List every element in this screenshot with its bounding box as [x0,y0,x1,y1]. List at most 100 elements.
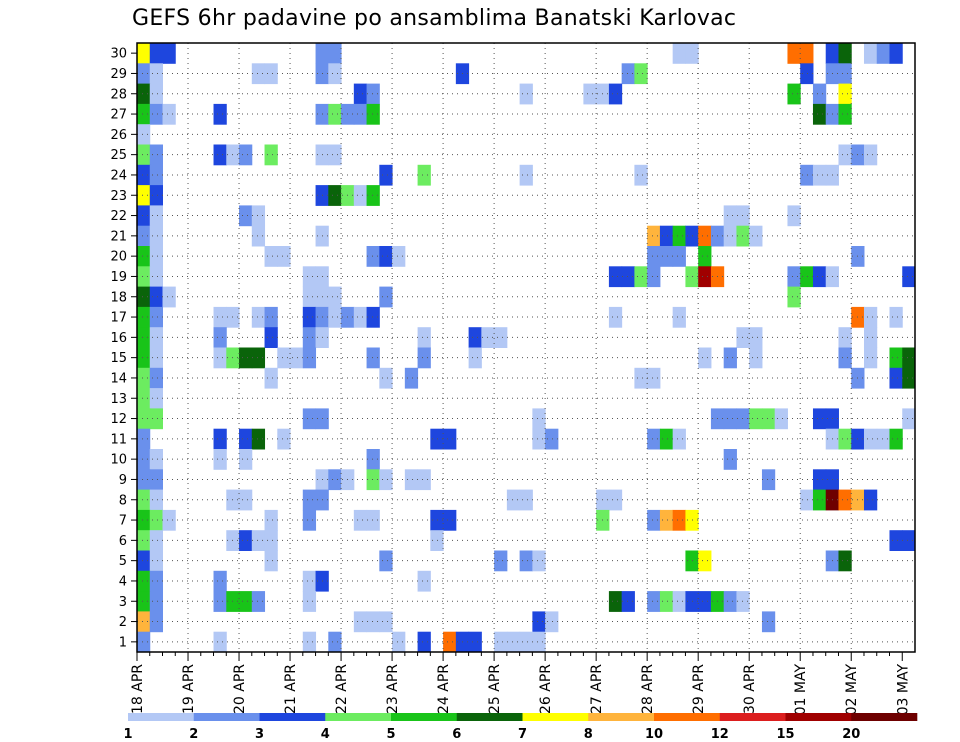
heatmap-cell [774,408,788,430]
heatmap-cell [468,327,482,348]
heatmap-cell [213,327,227,348]
heatmap-cell [838,327,852,348]
heatmap-cell [672,509,686,531]
heatmap-cell [889,530,903,551]
heatmap-cell [239,347,253,369]
heatmap-cell [149,144,163,166]
heatmap-cell [672,591,686,612]
heatmap-cell [149,347,163,369]
heatmap-cell [137,530,151,551]
heatmap-cell [812,408,827,430]
heatmap-cell [137,185,151,206]
heatmap-cell [277,246,291,267]
heatmap-cell [787,83,801,105]
chart-title: GEFS 6hr padavine po ansamblima Banatski… [132,6,737,31]
heatmap-cell [366,449,380,470]
heatmap-cell [698,246,712,267]
heatmap-cell [494,327,508,348]
colorbar-segment [719,713,786,721]
heatmap-cell [366,306,380,328]
heatmap-cell [532,550,546,572]
heatmap-cell [379,286,393,308]
heatmap-cell [353,509,368,531]
heatmap-cell [137,611,151,633]
heatmap-cell [379,611,393,633]
heatmap-cell [685,43,699,64]
heatmap-cell [392,246,406,267]
heatmap-cell [417,631,431,653]
heatmap-cell [902,408,916,430]
heatmap-cell [417,570,431,592]
heatmap-cell [659,509,674,531]
heatmap-cell [392,631,406,653]
heatmap-cell [838,428,852,450]
heatmap-cell [302,591,317,612]
heatmap-cell [506,631,521,653]
heatmap-cell [519,83,533,105]
heatmap-cell [137,388,151,409]
heatmap-cell [838,103,852,125]
heatmap-cell [672,43,686,64]
heatmap-cell [800,63,814,85]
plot-frame [136,42,916,653]
heatmap-cell [239,144,253,166]
heatmap-cell [417,327,431,348]
heatmap-cell [137,367,151,389]
heatmap-cell [749,408,763,430]
heatmap-cell [302,408,317,430]
y-tick-label: 21 [110,229,127,244]
y-tick-label: 2 [119,615,127,630]
x-tick-label: 01 MAY [793,664,809,716]
heatmap-cell [468,631,482,653]
heatmap-cell [264,246,278,267]
heatmap-cell [149,306,163,328]
heatmap-cell [302,347,317,369]
heatmap-cell [838,43,852,64]
heatmap-cell [328,185,342,206]
heatmap-cell [137,246,151,267]
heatmap-cell [137,428,151,450]
y-tick-label: 7 [119,514,127,529]
colorbar-label: 5 [386,727,395,742]
heatmap-cell [404,367,419,389]
heatmap-cell [162,509,176,531]
heatmap-cell [353,103,368,125]
y-tick-label: 3 [119,595,127,610]
heatmap-cell [736,591,750,612]
heatmap-cell [137,570,151,592]
x-tick-label: 03 MAY [895,664,911,716]
colorbar-label: 8 [584,727,593,742]
heatmap-cell [621,591,635,612]
y-tick-label: 29 [110,67,127,82]
colorbar-label: 6 [452,727,461,742]
heatmap-cell [417,164,431,186]
heatmap-cell [162,103,176,125]
heatmap-cell [379,469,393,491]
colorbar-label: 20 [842,727,860,742]
heatmap-cell [838,144,852,166]
heatmap-cell [532,611,546,633]
colorbar-segment [325,713,392,721]
heatmap-cell [723,205,737,227]
heatmap-cell [812,266,827,288]
heatmap-cell [302,570,317,592]
colorbar-segment [654,713,721,721]
heatmap-cell [443,631,457,653]
heatmap-cell [659,246,674,267]
y-tick-label: 23 [110,189,127,204]
y-tick-label: 18 [110,290,127,305]
heatmap-cell [251,63,266,85]
heatmap-cell [302,286,317,308]
heatmap-cell [812,489,827,511]
heatmap-cell [736,327,750,348]
heatmap-cell [366,611,380,633]
heatmap-cell [149,103,163,125]
y-tick-label: 27 [110,108,127,123]
heatmap-cell [137,124,151,145]
heatmap-cell [328,144,342,166]
x-tick-label: 24 APR [436,664,452,714]
heatmap-cell [519,631,533,653]
x-tick-label: 18 APR [130,664,146,714]
heatmap-cell [149,205,163,227]
y-tick-label: 20 [110,250,127,265]
